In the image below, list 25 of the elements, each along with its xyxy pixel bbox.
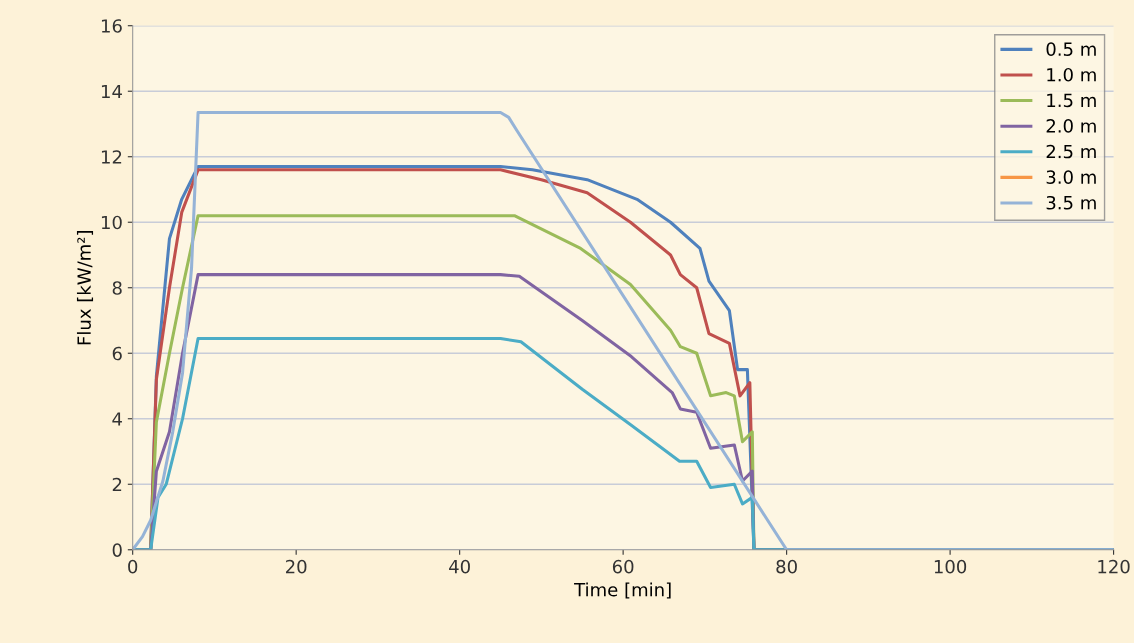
x-tick-label: 120 [1098, 559, 1130, 574]
y-tick-label: 12 [101, 150, 122, 164]
y-tick-label: 16 [101, 19, 122, 33]
legend-label: 0.5 m [1046, 42, 1096, 56]
x-tick-label: 40 [449, 559, 470, 574]
y-tick-label: 8 [112, 281, 122, 295]
y-tick-label: 2 [112, 477, 122, 492]
legend-label: 2.0 m [1046, 119, 1096, 133]
legend-label: 3.0 m [1046, 170, 1096, 184]
y-axis-title: Flux [kW/m²] [76, 231, 94, 345]
legend-label: 3.5 m [1046, 195, 1096, 210]
legend-label: 2.5 m [1046, 144, 1096, 159]
y-tick-label: 14 [101, 84, 122, 99]
y-tick-label: 6 [112, 346, 122, 361]
y-tick-label: 10 [101, 215, 122, 230]
x-axis-title: Time [min] [574, 582, 671, 599]
y-tick-label: 4 [112, 412, 122, 426]
x-tick-label: 60 [612, 559, 634, 574]
x-tick-label: 80 [776, 559, 797, 574]
legend-label: 1.5 m [1047, 93, 1096, 108]
legend-label: 1.0 m [1047, 67, 1096, 82]
x-tick-label: 0 [128, 559, 138, 574]
x-tick-label: 20 [286, 559, 307, 574]
y-tick-label: 0 [112, 543, 122, 557]
x-tick-label: 100 [934, 559, 967, 574]
